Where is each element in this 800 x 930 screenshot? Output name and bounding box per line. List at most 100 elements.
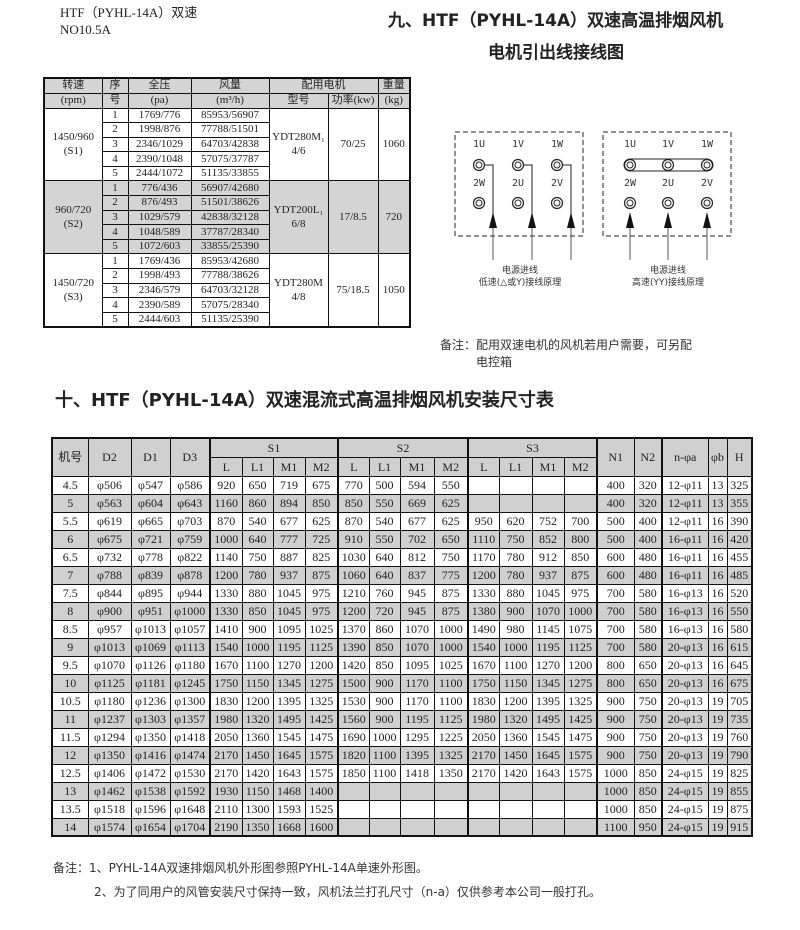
col-φb: φb (707, 437, 728, 477)
terminal-label: 2V (701, 178, 713, 189)
cell: 1495 (531, 709, 565, 729)
cell: 1320 (241, 709, 274, 729)
cell: 780 (498, 547, 533, 567)
wiring-title: 九、HTF（PYHL-14A）双速高温排烟风机 (388, 11, 724, 31)
table-row: 2 1998/876 77788/51501 (44, 122, 410, 138)
flow-cell: 57075/37787 (190, 151, 270, 167)
cell (531, 475, 565, 495)
cell: 480 (633, 547, 663, 567)
cell: 945 (399, 601, 435, 621)
cell (498, 493, 533, 513)
terminal-icon (623, 158, 637, 172)
col-weight-unit: (kg) (377, 92, 411, 109)
cell: 1643 (272, 763, 306, 783)
cell: 16 (707, 619, 728, 639)
cell: 750 (433, 547, 469, 567)
cell (498, 817, 533, 837)
cell: φ1574 (87, 817, 132, 837)
cell: φ878 (169, 565, 211, 585)
terminal-icon (511, 196, 525, 210)
cell: φ1013 (87, 637, 132, 657)
cell: 900 (596, 691, 635, 711)
cell: φ506 (87, 475, 132, 495)
terminal-icon (700, 196, 714, 210)
weight-cell: 1050 (377, 253, 411, 328)
cell: 1100 (368, 745, 401, 765)
table-row: 9.5 φ1070 φ1126 φ1180 1670 1100 1270 1200 1420 85… (51, 655, 753, 675)
cell: 1145 (531, 619, 565, 639)
cell: 1170 (467, 547, 500, 567)
cell: φ1472 (130, 763, 171, 783)
pressure-cell: 1072/603 (127, 238, 192, 255)
terminal-inner-icon (514, 199, 522, 207)
cell: φ1125 (87, 673, 132, 693)
cell: 705 (726, 691, 753, 711)
col-S2-M1: M1 (399, 456, 435, 477)
table-row: 8.5 φ957 φ1013 φ1057 1410 900 1095 1025 1370 860 1… (51, 619, 753, 639)
cell: 594 (399, 475, 435, 495)
cell: 702 (399, 529, 435, 549)
col-motor-power: 功率(kw) (327, 92, 379, 109)
cell: 1575 (563, 745, 598, 765)
cell: 1195 (272, 637, 306, 657)
cell: 12-φ11 (661, 475, 709, 495)
cell: 850 (633, 763, 663, 783)
cell: 1295 (399, 727, 435, 747)
cell: 2170 (209, 763, 243, 783)
cell: 1450 (498, 745, 533, 765)
group-S2: S2 (337, 437, 469, 458)
cell: 7.5 (51, 583, 89, 603)
cell: 500 (368, 475, 401, 495)
cell: 975 (563, 583, 598, 603)
cell (563, 781, 598, 801)
cell: 1200 (467, 565, 500, 585)
cell (531, 493, 565, 513)
cell: 1360 (498, 727, 533, 747)
cell: 1300 (241, 799, 274, 819)
cell: 1750 (467, 673, 500, 693)
seq-cell: 2 (101, 268, 129, 284)
cell: 750 (633, 709, 663, 729)
cell: 1200 (209, 565, 243, 585)
cell: 1075 (563, 619, 598, 639)
pressure-cell: 2444/1072 (127, 165, 192, 182)
cell: 937 (531, 565, 565, 585)
table-row: 13 φ1462 φ1538 φ1592 1930 1150 1468 1400 1000 850… (51, 781, 753, 801)
cell: φ1245 (169, 673, 211, 693)
cell: 620 (498, 511, 533, 531)
terminal-label: 2W (624, 178, 637, 189)
cell: 13 (707, 475, 728, 495)
flow-cell: 37787/28340 (190, 224, 270, 240)
col-S2-M2: M2 (433, 456, 469, 477)
cell (337, 799, 370, 819)
cell: φ944 (169, 583, 211, 603)
cell: 1045 (531, 583, 565, 603)
terminal-label: 2U (662, 178, 674, 189)
cell: 20-φ13 (661, 637, 709, 657)
cell (498, 799, 533, 819)
table-row: 6.5 φ732 φ778 φ822 1140 750 887 825 1030 640 812 75… (51, 547, 753, 567)
cell: φ1418 (169, 727, 211, 747)
cell: 900 (241, 619, 274, 639)
speed-label: (S1) (63, 145, 83, 158)
table-row: 12 φ1350 φ1416 φ1474 2170 1450 1645 1575 1820 110… (51, 745, 753, 765)
cell: 1670 (209, 655, 243, 675)
arrow-up-icon (489, 212, 497, 228)
table-row: 12.5 φ1406 φ1472 φ1530 2170 1420 1643 1575 1850 1… (51, 763, 753, 783)
cell: 12-φ11 (661, 493, 709, 513)
cell: φ957 (87, 619, 132, 639)
cell: 12-φ11 (661, 511, 709, 531)
cell: φ1654 (130, 817, 171, 837)
cell: 1395 (399, 745, 435, 765)
cell: 1270 (531, 655, 565, 675)
cell: 6 (51, 529, 89, 549)
cell: 600 (596, 547, 635, 567)
pressure-cell: 2390/1048 (127, 151, 192, 167)
cell: 12 (51, 745, 89, 765)
cell: 850 (304, 493, 339, 513)
cell: 16-φ11 (661, 529, 709, 549)
cell: 1330 (209, 601, 243, 621)
cell: 1140 (209, 547, 243, 567)
col-H: H (726, 437, 753, 477)
seq-cell: 2 (101, 122, 129, 138)
